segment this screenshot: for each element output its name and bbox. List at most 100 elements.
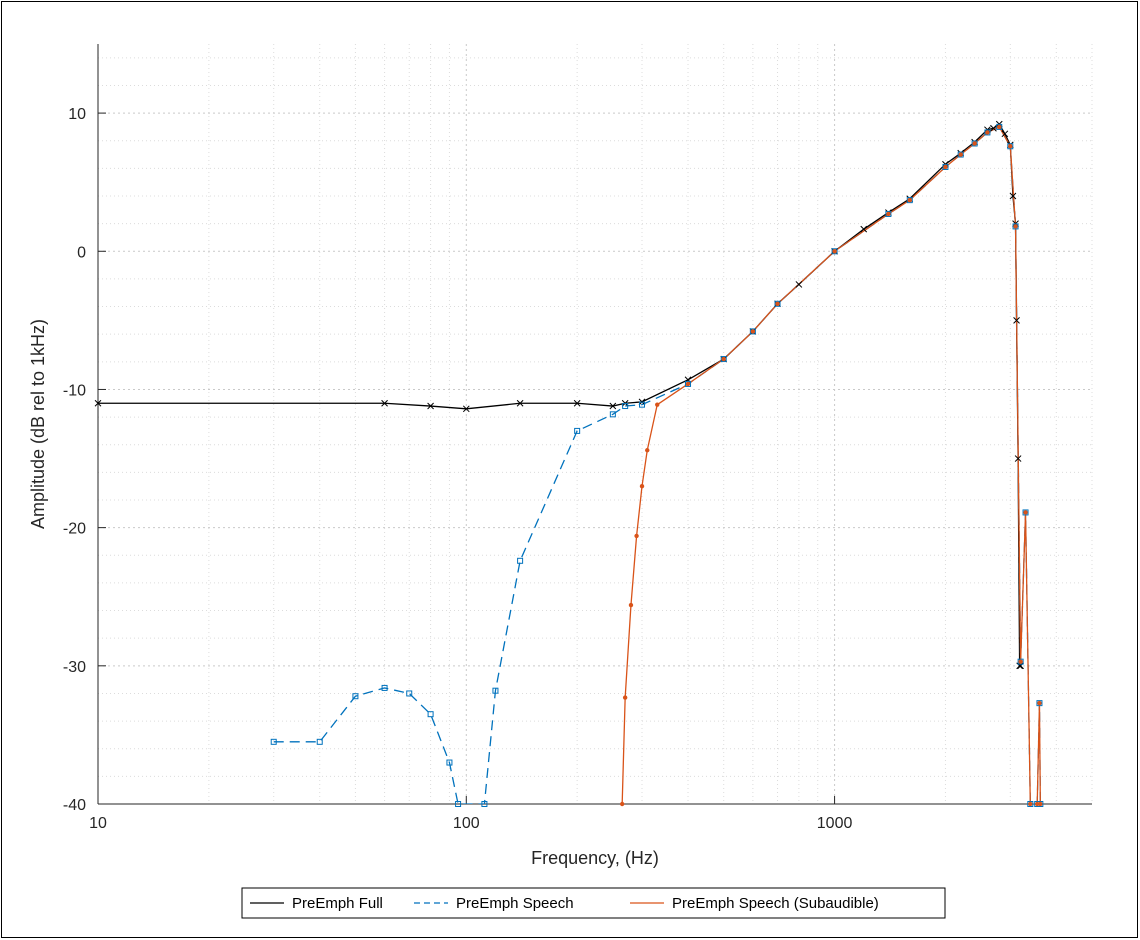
data-point-series-2 xyxy=(406,690,413,697)
data-point-series-3 xyxy=(721,356,726,362)
data-point-series-3 xyxy=(775,301,780,306)
data-point-series-2 xyxy=(639,401,646,408)
legend-label-3: PreEmph Speech (Subaudible) xyxy=(672,895,879,912)
data-point-series-2 xyxy=(1012,223,1019,230)
data-point-series-1 xyxy=(381,399,388,407)
data-point-series-3 xyxy=(1037,700,1042,706)
data-point-series-2 xyxy=(996,123,1003,130)
data-point-series-2 xyxy=(1036,700,1043,707)
y-tick-label: 0 xyxy=(77,244,86,261)
data-point-series-2 xyxy=(1022,509,1029,516)
data-point-series-3 xyxy=(1013,224,1018,229)
data-point-series-1 xyxy=(427,402,434,410)
data-point-series-2 xyxy=(455,801,462,807)
data-point-series-3 xyxy=(619,801,625,807)
y-axis-label: Amplitude (dB rel to 1kHz) xyxy=(28,319,48,529)
data-point-series-2 xyxy=(381,684,388,691)
data-point-series-2 xyxy=(906,197,913,204)
data-point-series-3 xyxy=(750,329,756,334)
data-point-series-3 xyxy=(1035,801,1040,807)
legend-label-2: PreEmph Speech xyxy=(456,895,574,912)
data-point-series-3 xyxy=(634,533,639,539)
legend: PreEmph Full PreEmph Speech PreEmph Speech… xyxy=(241,887,946,919)
data-point-series-1 xyxy=(462,405,470,413)
legend-box xyxy=(241,887,946,919)
data-point-series-2 xyxy=(492,687,499,694)
data-point-series-2 xyxy=(831,248,838,255)
y-tick-label: -10 xyxy=(63,382,86,399)
x-tick-label: 100 xyxy=(453,815,480,832)
data-point-series-2 xyxy=(685,380,692,387)
marker-layer xyxy=(94,120,1044,807)
data-point-series-2 xyxy=(446,759,453,766)
data-point-series-1 xyxy=(94,399,102,407)
data-point-series-2 xyxy=(1027,801,1034,807)
series-line-3 xyxy=(621,126,1041,804)
data-point-series-2 xyxy=(517,557,524,564)
data-point-series-2 xyxy=(971,140,978,147)
data-point-series-2 xyxy=(942,163,949,170)
y-tick-label: 10 xyxy=(68,106,86,123)
data-point-series-2 xyxy=(774,300,781,307)
data-point-series-3 xyxy=(907,197,912,203)
data-point-series-1 xyxy=(609,402,617,410)
data-point-series-3 xyxy=(645,448,650,453)
data-point-series-1 xyxy=(795,281,803,288)
y-tick-label: -30 xyxy=(63,659,86,676)
data-point-series-3 xyxy=(1008,144,1013,149)
data-point-series-3 xyxy=(832,249,837,254)
data-point-series-3 xyxy=(628,602,634,608)
data-point-series-2 xyxy=(622,403,629,410)
data-point-series-2 xyxy=(720,356,727,363)
data-point-series-3 xyxy=(1018,659,1023,664)
x-tick-label: 1000 xyxy=(817,815,853,832)
data-point-series-3 xyxy=(639,483,645,489)
axes xyxy=(97,44,1092,805)
series-line-1 xyxy=(98,123,1021,667)
data-point-series-1 xyxy=(1009,192,1017,200)
data-point-series-3 xyxy=(997,124,1002,130)
data-point-series-2 xyxy=(1007,143,1014,150)
data-point-series-3 xyxy=(886,211,891,217)
data-point-series-2 xyxy=(957,151,964,158)
data-point-series-3 xyxy=(943,164,948,170)
y-tick-label: -20 xyxy=(63,521,86,538)
series-line-2 xyxy=(273,126,1041,804)
data-point-series-3 xyxy=(958,152,963,157)
data-point-series-2 xyxy=(481,801,488,807)
x-axis-label: Frequency, (Hz) xyxy=(531,848,659,868)
data-point-series-3 xyxy=(1038,801,1043,807)
data-point-series-3 xyxy=(622,695,628,700)
data-point-series-2 xyxy=(885,210,892,217)
series-layer xyxy=(98,123,1041,804)
data-point-series-2 xyxy=(749,328,756,335)
data-point-series-1 xyxy=(990,124,997,132)
data-point-series-2 xyxy=(427,711,434,718)
data-point-series-2 xyxy=(316,738,323,745)
data-point-series-2 xyxy=(609,411,616,418)
tick-labels: 10 100 1000 -40 -30 -20 -10 0 10 xyxy=(63,106,853,832)
data-point-series-2 xyxy=(574,427,581,434)
y-tick-label: -40 xyxy=(63,797,86,814)
data-point-series-1 xyxy=(1013,317,1020,324)
data-point-series-2 xyxy=(1017,658,1024,665)
data-point-series-1 xyxy=(1014,455,1022,462)
data-point-series-2 xyxy=(270,738,277,745)
data-point-series-3 xyxy=(985,130,990,135)
data-point-series-2 xyxy=(352,693,359,700)
x-tick-label: 10 xyxy=(89,815,107,832)
data-point-series-3 xyxy=(1023,510,1028,515)
legend-label-1: PreEmph Full xyxy=(292,895,383,912)
data-point-series-1 xyxy=(1001,130,1009,138)
data-point-series-1 xyxy=(860,225,868,233)
data-point-series-3 xyxy=(972,141,977,146)
data-point-series-1 xyxy=(516,399,524,407)
data-point-series-3 xyxy=(655,402,660,407)
data-point-series-1 xyxy=(573,399,581,407)
data-point-series-3 xyxy=(685,381,691,387)
data-point-series-2 xyxy=(984,129,991,136)
grid xyxy=(97,44,1093,805)
data-point-series-3 xyxy=(1028,801,1033,807)
